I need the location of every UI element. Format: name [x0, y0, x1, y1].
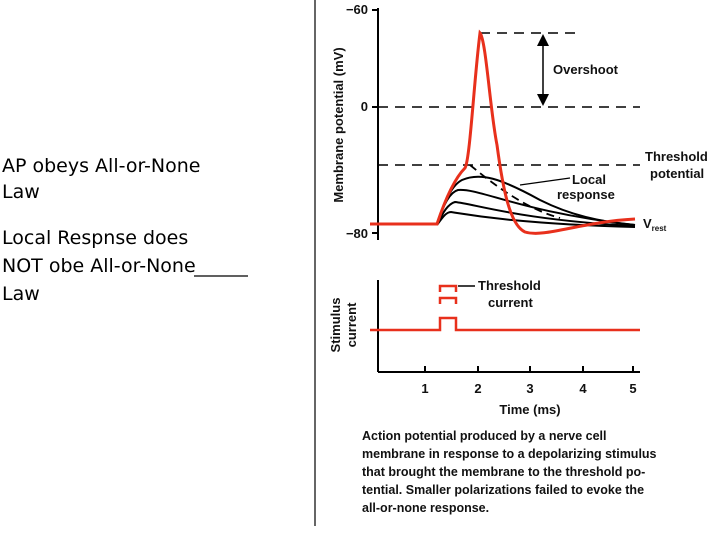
x-ticks [424, 366, 634, 372]
y-tick-label: 0 [361, 99, 368, 114]
caption-line: tential. Smaller polarizations failed to… [362, 483, 644, 497]
caption-line: all-or-none response. [362, 501, 489, 515]
label: Vrest [643, 216, 667, 233]
caption-line: membrane in response to a depolarizing s… [362, 447, 657, 461]
label: Threshold [645, 149, 708, 164]
local-curve [436, 210, 636, 228]
x-axis-label: Time (ms) [499, 402, 560, 417]
action-potential [370, 29, 636, 235]
label: Overshoot [553, 62, 619, 77]
pointer [519, 177, 571, 186]
x-tick-label: 2 [474, 381, 481, 396]
label: response [557, 187, 615, 202]
stimulus-steps [438, 284, 458, 304]
text-line: AP obeys All-or-None [2, 155, 200, 177]
text-line: NOT obe All-or-None [2, 255, 196, 277]
text-line: Law [2, 283, 40, 305]
caption-line: that brought the membrane to the thresho… [362, 465, 645, 479]
y-axis-label: Membrane potential (mV) [331, 47, 346, 202]
y-tick-label: −60 [346, 2, 368, 17]
stimulus-label: current [344, 302, 359, 347]
x-tick-label: 4 [579, 381, 587, 396]
caption-line: Action potential produced by a nerve cel… [362, 429, 607, 443]
label: Local [572, 172, 606, 187]
stimulus-label: Stimulus [328, 298, 343, 353]
stimulus-trace [370, 316, 640, 332]
x-tick-label: 5 [629, 381, 636, 396]
x-tick-label: 1 [421, 381, 428, 396]
local-curve [436, 200, 636, 227]
y-tick-label: −80 [346, 226, 368, 241]
text-line: Local Respnse does [2, 227, 188, 249]
label: potential [650, 166, 704, 181]
label: Threshold [478, 278, 541, 293]
dashed-curve [469, 164, 561, 219]
label: current [488, 295, 533, 310]
x-tick-label: 3 [526, 381, 533, 396]
text-line: Law [2, 181, 40, 203]
